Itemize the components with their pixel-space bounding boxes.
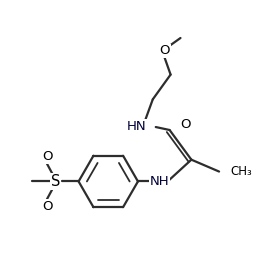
Text: S: S (51, 174, 61, 189)
Text: O: O (180, 118, 191, 131)
Text: O: O (43, 200, 53, 213)
Text: CH₃: CH₃ (230, 165, 252, 178)
Text: NH: NH (150, 175, 169, 188)
Text: HN: HN (127, 120, 147, 133)
Text: O: O (43, 150, 53, 163)
Text: O: O (159, 44, 170, 57)
